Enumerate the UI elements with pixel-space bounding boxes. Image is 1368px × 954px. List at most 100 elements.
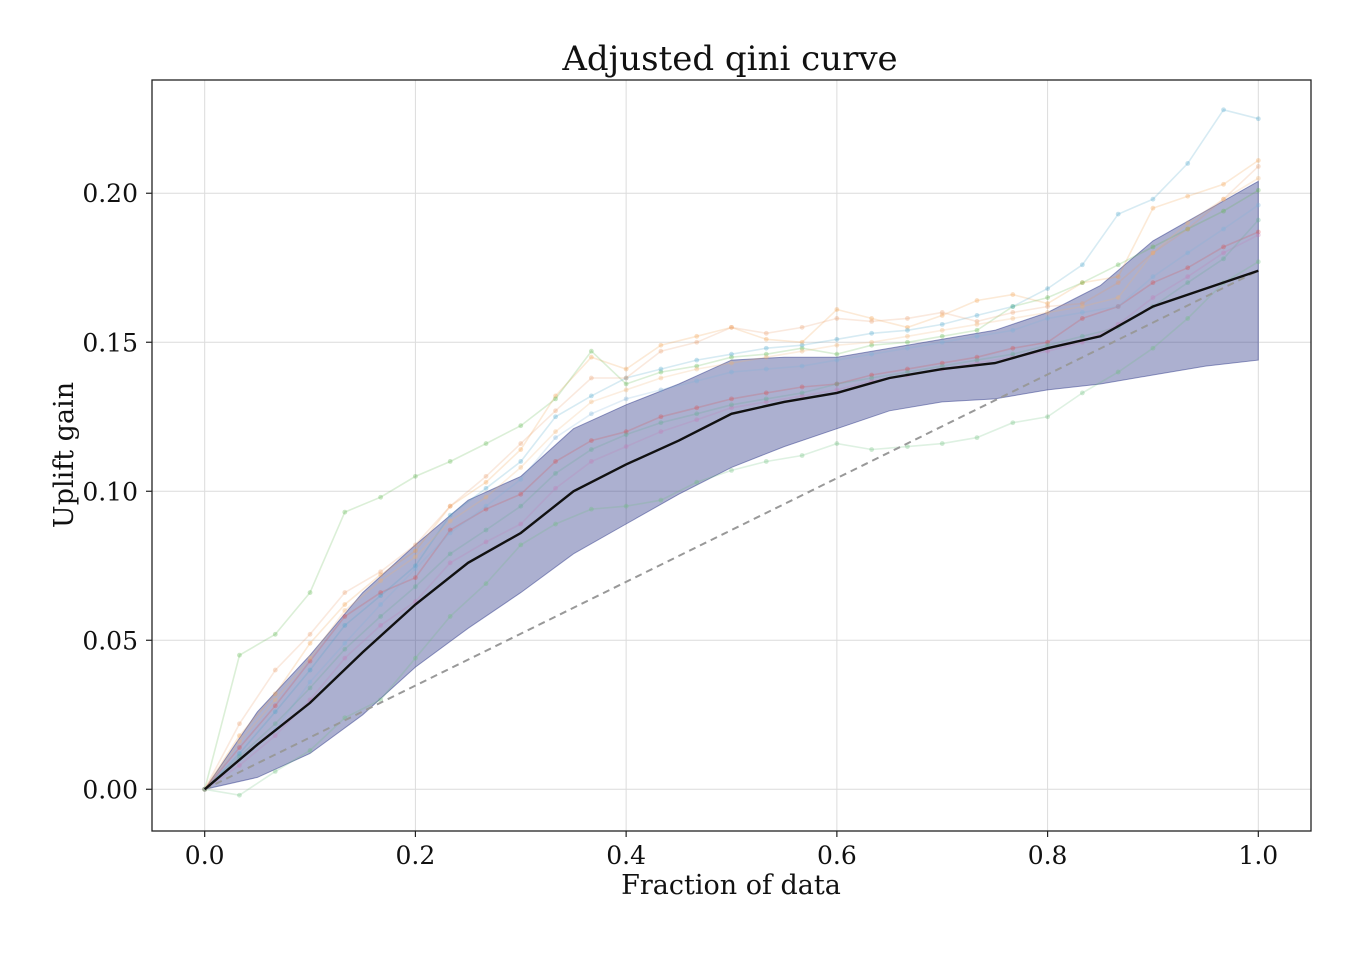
run-point-5-13 [658,497,664,503]
run-point-7-11 [588,411,594,417]
run-point-2-15 [729,396,734,402]
run-point-2-10 [553,459,558,464]
run-line-0 [204,159,1259,790]
run-point-2-17 [799,384,805,390]
run-point-0-12 [623,366,629,372]
y-tick-label-4: 0.20 [82,179,138,208]
x-tick-label-3: 0.6 [817,841,857,870]
run-point-3-6 [413,563,418,569]
run-point-6-27 [1150,295,1156,300]
run-line-4 [203,165,1259,790]
random-baseline-line [204,269,1259,791]
run-point-6-5 [378,622,384,628]
run-point-9-30 [1255,217,1261,223]
run-point-7-9 [518,476,524,482]
run-point-2-16 [763,390,769,396]
run-point-4-8 [483,473,489,479]
run-point-1-25 [1079,280,1085,286]
run-point-5-15 [729,468,734,473]
run-point-6-12 [623,444,629,449]
run-point-7-5 [378,602,384,607]
y-tick-label-1: 0.05 [82,626,138,655]
run-point-1-29 [1221,208,1226,214]
run-point-0-19 [869,316,875,321]
run-point-7-23 [1010,327,1016,333]
run-point-9-21 [939,363,945,369]
confidence-band-layer [203,180,1259,791]
run-point-4-20 [905,316,910,321]
run-point-9-12 [623,432,629,438]
run-point-6-24 [1045,348,1050,354]
run-point-8-16 [763,354,769,360]
run-point-2-9 [518,491,524,497]
run-point-1-19 [869,342,875,348]
run-point-2-28 [1185,265,1191,271]
run-point-0-28 [1185,193,1191,199]
run-point-1-1 [237,652,242,658]
run-point-5-18 [834,441,840,446]
run-point-4-17 [799,324,805,330]
run-point-8-5 [378,578,384,584]
run-line-3 [204,108,1259,790]
run-point-7-12 [623,396,629,402]
run-point-5-6 [413,655,418,661]
run-point-4-7 [447,503,453,509]
run-point-8-28 [1185,220,1191,226]
run-point-5-7 [447,614,453,619]
run-point-1-16 [763,351,769,357]
run-point-7-17 [799,363,805,369]
run-point-7-21 [939,339,945,345]
run-point-8-11 [588,399,594,405]
run-point-3-17 [799,342,805,348]
run-point-3-13 [658,366,664,372]
run-point-8-18 [834,342,840,348]
run-point-8-7 [447,518,453,524]
run-point-2-11 [588,438,594,443]
run-point-3-21 [939,321,945,327]
run-line-6 [204,234,1259,790]
run-point-4-29 [1221,196,1226,202]
run-point-6-30 [1255,232,1261,238]
run-line-1 [203,189,1259,790]
run-point-9-23 [1010,351,1016,357]
run-line-9 [204,219,1259,790]
run-point-5-20 [905,444,910,449]
run-point-6-8 [483,539,489,545]
run-point-7-3 [307,679,313,685]
run-point-4-30 [1255,164,1261,169]
run-point-0-24 [1045,301,1050,306]
run-point-3-16 [763,345,769,351]
run-point-4-27 [1150,250,1156,256]
run-point-0-16 [763,336,769,342]
run-point-4-13 [658,348,664,354]
run-point-2-19 [869,372,875,378]
run-point-0-9 [518,447,524,452]
run-point-3-10 [553,414,558,420]
x-axis-label: Fraction of data [621,870,841,901]
run-point-1-13 [658,369,664,375]
run-point-0-3 [307,640,313,646]
run-point-8-15 [729,360,734,366]
mean-curve-line [203,269,1259,791]
y-axis-label: Uplift gain [49,382,80,528]
run-point-3-8 [483,485,489,491]
run-point-9-4 [342,646,348,652]
run-point-1-3 [307,590,313,595]
run-point-5-17 [799,453,805,458]
run-point-1-18 [834,351,840,357]
confidence-band [203,180,1259,791]
run-point-1-20 [905,339,910,345]
run-point-9-5 [378,614,384,619]
run-point-0-13 [658,342,664,348]
run-point-4-9 [518,441,524,446]
run-point-1-6 [413,473,418,479]
run-point-0-18 [834,307,840,312]
run-point-9-29 [1221,256,1226,262]
run-point-8-20 [905,333,910,339]
run-point-8-26 [1115,295,1121,300]
run-point-1-9 [518,423,524,429]
run-point-8-21 [939,327,945,333]
run-point-7-6 [413,566,418,572]
run-point-2-7 [447,527,453,533]
